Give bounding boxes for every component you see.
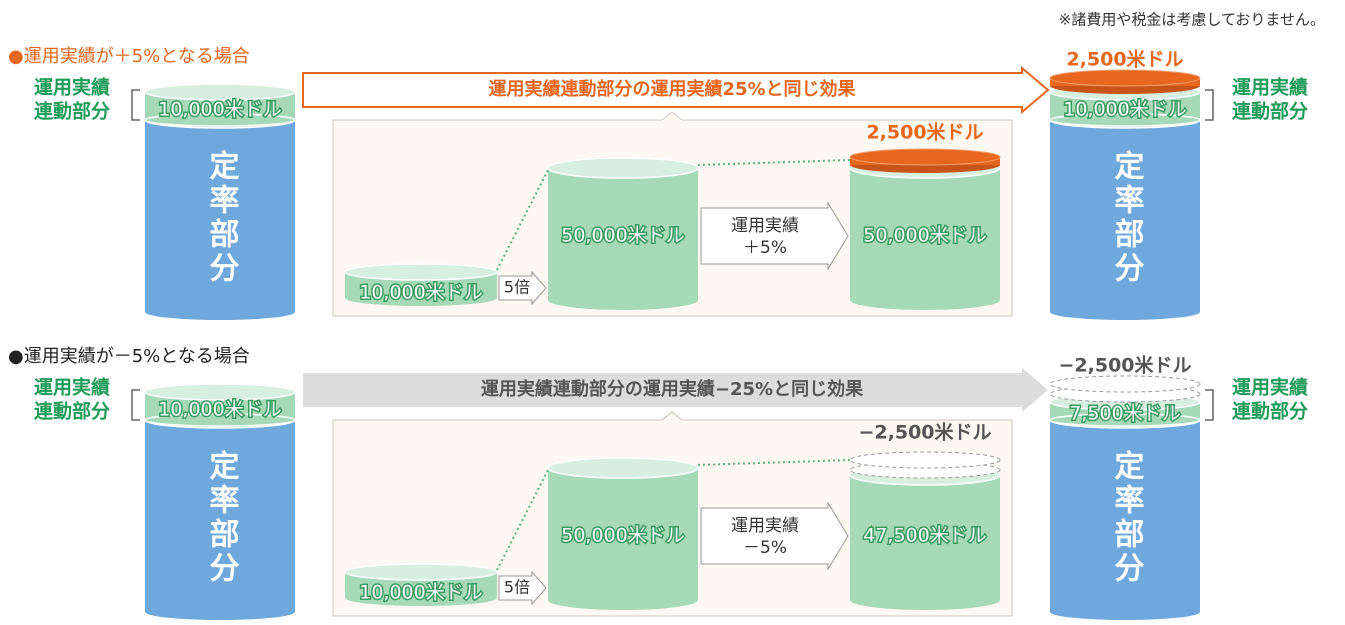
cylinder-body xyxy=(1050,420,1200,612)
note: ※諸費用や税金は考慮しておりません。 xyxy=(1059,11,1325,29)
linked-label: 連動部分 xyxy=(34,100,110,123)
effect: 運用実績連動部分の運用実績25%と同じ効果 xyxy=(488,78,856,100)
linked-label: 連動部分 xyxy=(34,400,110,423)
banner-arrow xyxy=(303,368,1048,412)
performance: －5% xyxy=(743,538,787,558)
dotted-line xyxy=(697,159,851,166)
bracket xyxy=(131,389,140,421)
performance: 運用実績 xyxy=(731,216,799,236)
leveraged: 50,000米ドル xyxy=(561,525,684,547)
final: 10,000米ドル xyxy=(1063,99,1186,121)
fixed-label: 定率部分 xyxy=(1109,449,1145,586)
multiplier: 5倍 xyxy=(504,278,530,297)
inner-change: 2,500米ドル xyxy=(866,121,983,144)
performance-arrow xyxy=(700,501,849,571)
inner-initial: 10,000米ドル xyxy=(359,582,482,604)
performance: ＋5% xyxy=(743,238,787,258)
cylinder-body xyxy=(548,468,698,600)
cylinder-body xyxy=(850,475,1000,600)
performance: 運用実績 xyxy=(731,516,799,536)
band-top xyxy=(144,83,296,101)
cylinder-top xyxy=(547,457,699,479)
final: 7,500米ドル xyxy=(1069,403,1180,425)
bracket xyxy=(1205,89,1214,121)
linked-label: 連動部分 xyxy=(1232,100,1308,123)
initial-value: 10,000米ドル xyxy=(158,99,281,121)
banner-arrow xyxy=(302,65,1050,115)
band-line xyxy=(144,113,296,127)
band-line xyxy=(144,413,296,427)
cylinder-body xyxy=(145,120,295,312)
cylinder-body xyxy=(145,420,295,612)
linked-label: 運用実績 xyxy=(34,376,110,399)
fixed-label: 定率部分 xyxy=(204,149,240,286)
linked-label: 運用実績 xyxy=(1232,376,1308,399)
cap-top xyxy=(849,148,1001,166)
cap-dashed xyxy=(849,451,1001,469)
cylinder-body xyxy=(1050,120,1200,312)
final-change: −2,500米ドル xyxy=(1058,354,1191,377)
cylinder-top xyxy=(344,263,498,281)
heading: ●運用実績が－5%となる場合 xyxy=(8,346,250,367)
band-line xyxy=(1049,413,1201,427)
performance-arrow xyxy=(700,201,849,271)
initial-value: 10,000米ドル xyxy=(158,399,281,421)
inner-initial: 10,000米ドル xyxy=(359,282,482,304)
multiplier-arrow xyxy=(498,570,547,606)
cylinder-top xyxy=(547,157,699,179)
dotted-line xyxy=(496,469,549,571)
dotted-line xyxy=(496,169,549,271)
multiplier-arrow xyxy=(498,270,547,306)
multiplier: 5倍 xyxy=(504,578,530,597)
linked-label: 連動部分 xyxy=(1232,400,1308,423)
result: 50,000米ドル xyxy=(863,225,986,247)
linked-label: 運用実績 xyxy=(34,76,110,99)
leveraged: 50,000米ドル xyxy=(561,225,684,247)
cylinder-top xyxy=(344,563,498,581)
band-top xyxy=(144,383,296,401)
band-line xyxy=(1049,113,1201,127)
inner-change: −2,500米ドル xyxy=(858,421,991,444)
cylinder-body xyxy=(548,168,698,300)
final-change: 2,500米ドル xyxy=(1066,48,1183,71)
linked-label: 運用実績 xyxy=(1232,76,1308,99)
result: 47,500米ドル xyxy=(863,525,986,547)
cap-dashed xyxy=(1049,375,1201,393)
bracket xyxy=(1205,389,1214,421)
cylinder-body xyxy=(850,168,1000,300)
fixed-label: 定率部分 xyxy=(1109,149,1145,286)
fixed-label: 定率部分 xyxy=(204,449,240,586)
bracket xyxy=(131,89,140,121)
dotted-line xyxy=(697,459,851,466)
effect: 運用実績連動部分の運用実績−25%と同じ効果 xyxy=(481,378,864,400)
heading: ●運用実績が＋5%となる場合 xyxy=(8,46,250,67)
cap-top xyxy=(1049,69,1201,87)
